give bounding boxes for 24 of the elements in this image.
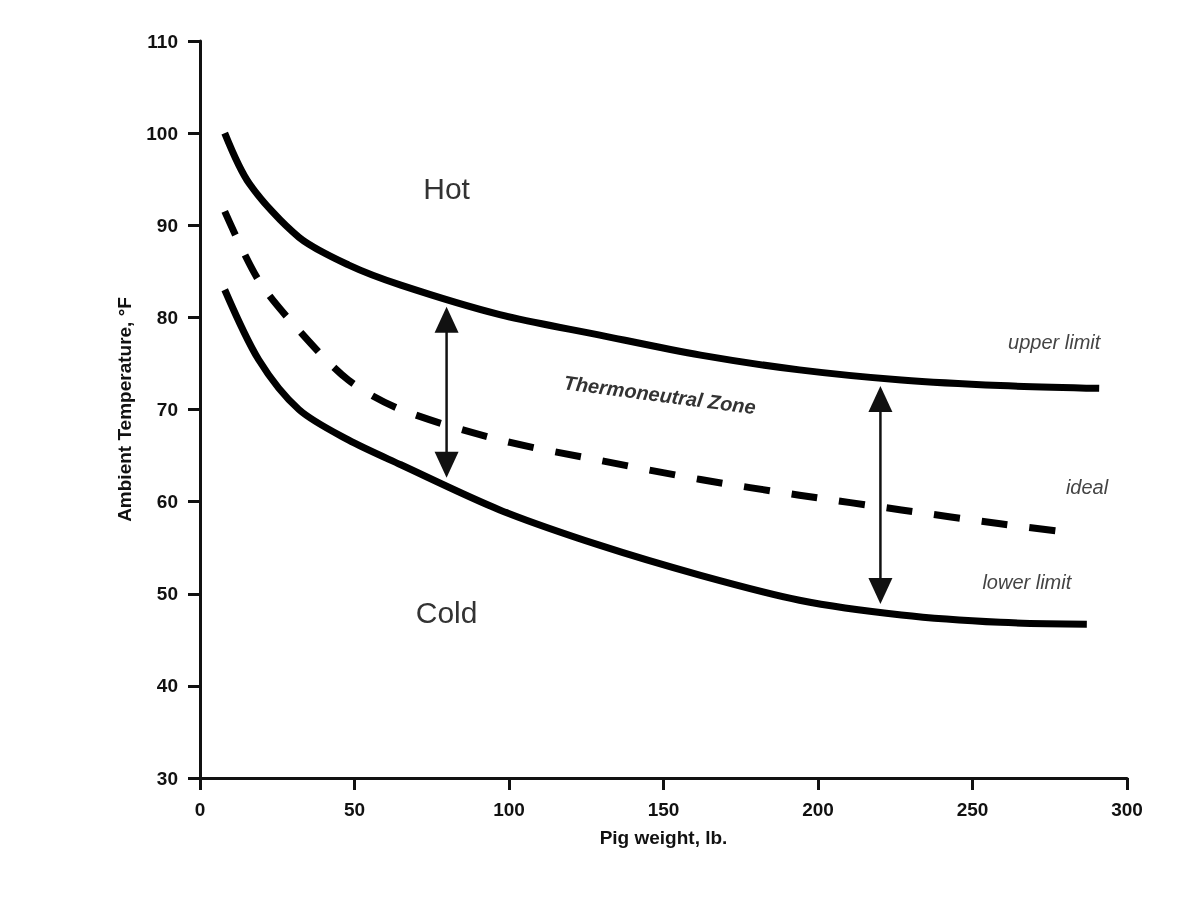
y-tick-label: 90 <box>156 214 178 236</box>
y-tick-label: 60 <box>156 491 178 513</box>
y-axis-title: Ambient Temperature, °F <box>114 297 135 522</box>
annotation: Cold <box>415 595 478 629</box>
y-tick-label: 50 <box>156 583 178 605</box>
y-tick-label: 30 <box>156 767 178 789</box>
x-tick-label: 100 <box>493 799 525 820</box>
series-label: upper limit <box>1008 331 1102 354</box>
y-tick-label: 110 <box>147 30 178 52</box>
y-tick-label: 70 <box>156 399 178 420</box>
series-label: ideal <box>1065 476 1109 499</box>
x-tick-label: 300 <box>1111 799 1143 820</box>
x-tick-label: 200 <box>802 799 834 820</box>
y-tick-label: 80 <box>156 306 178 328</box>
x-tick-label: 50 <box>343 799 366 820</box>
x-tick-label: 250 <box>956 799 989 820</box>
y-tick-label: 100 <box>146 122 178 144</box>
x-tick-label: 0 <box>194 799 206 820</box>
x-tick-label: 150 <box>647 799 680 820</box>
annotation: Hot <box>423 171 471 205</box>
annotation: Thermoneutral Zone <box>562 371 758 419</box>
series-label: lower limit <box>982 571 1073 594</box>
x-axis-title: Pig weight, lb. <box>599 827 728 848</box>
y-tick-label: 40 <box>156 675 178 697</box>
